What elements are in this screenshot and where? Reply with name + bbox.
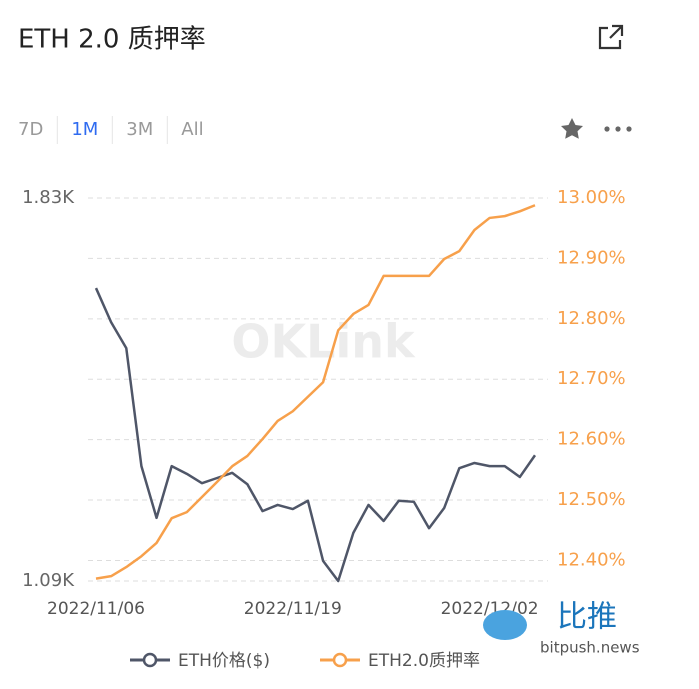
brand-site: bitpush.news xyxy=(540,639,640,657)
plot: 13.00% 12.90% 12.80% 12.70% 12.60% 12.50% 12.4… xyxy=(22,187,626,619)
y2-tick-label: 12.60% xyxy=(557,429,626,450)
title: ETH 2.0 质押率 xyxy=(18,25,206,55)
y2-tick-label: 12.80% xyxy=(557,308,626,329)
more-icon[interactable] xyxy=(604,126,632,132)
watermark: OKLink xyxy=(231,315,416,369)
tab[interactable]: 7D xyxy=(18,119,43,140)
y-tick-label: 1.83K xyxy=(22,187,75,208)
y2-tick-label: 13.00% xyxy=(557,187,626,208)
series-line xyxy=(94,287,537,583)
star-icon[interactable] xyxy=(561,118,583,139)
brand-name: 比推 xyxy=(557,600,617,635)
y2-tick-label: 12.90% xyxy=(557,247,626,268)
brand-logo: 比推 bitpush.news xyxy=(483,600,640,657)
x-tick-label: 2022/11/19 xyxy=(244,599,342,619)
tab[interactable]: 3M xyxy=(126,119,153,140)
series-line xyxy=(95,204,536,580)
x-tick-label: 2022/11/06 xyxy=(47,599,145,619)
y-tick-label: 1.09K xyxy=(22,570,75,591)
tab[interactable]: All xyxy=(181,119,203,140)
export-icon[interactable] xyxy=(598,24,624,50)
y2-tick-label: 12.50% xyxy=(557,489,626,510)
y2-tick-label: 12.40% xyxy=(557,549,626,570)
tabs: 7D 1M 3M All xyxy=(18,116,204,144)
legend-marker xyxy=(332,652,348,668)
legend-label[interactable]: ETH2.0质押率 xyxy=(368,651,480,671)
y2-tick-label: 12.70% xyxy=(557,368,626,389)
legend-marker xyxy=(142,652,158,668)
tab[interactable]: 1M xyxy=(71,119,98,140)
legend-label[interactable]: ETH价格($) xyxy=(178,651,270,671)
legend: ETH价格($) ETH2.0质押率 xyxy=(130,651,480,671)
